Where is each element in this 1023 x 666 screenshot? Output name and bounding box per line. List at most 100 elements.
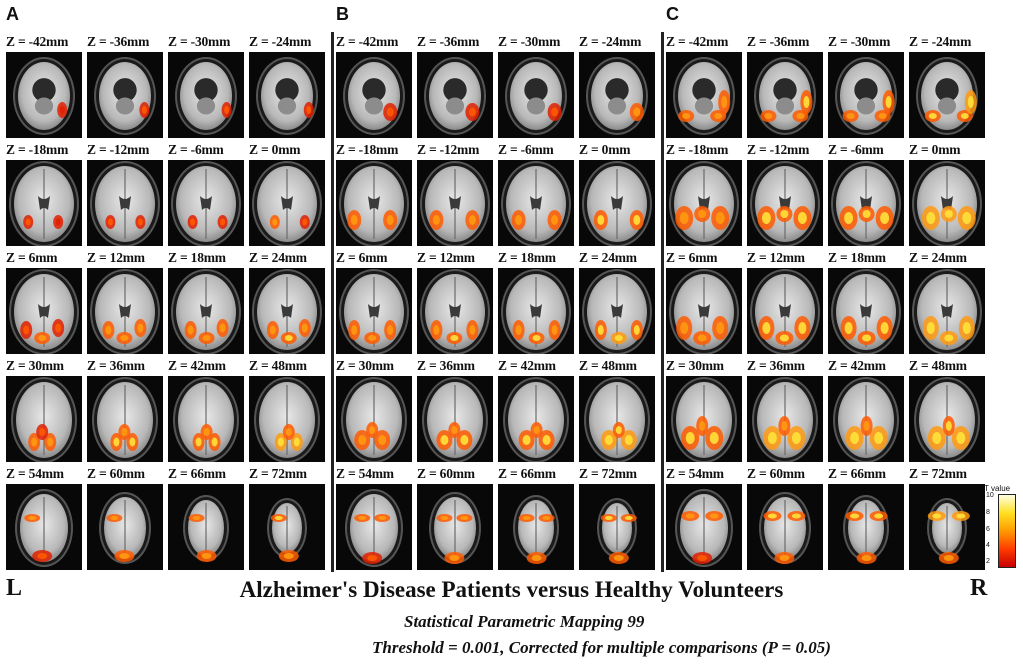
- colorbar-tick: 2: [986, 558, 990, 565]
- slice-z-label: Z = -18mm: [336, 142, 399, 157]
- slice-z-label: Z = 60mm: [747, 466, 805, 481]
- axial-slice: Z = -24mm: [249, 32, 325, 140]
- brain-slice-image: [249, 160, 325, 246]
- brain-slice-image: [168, 268, 244, 354]
- slice-grid: Z = -42mm Z = -36mm Z = -30mm Z = -24mm Z = …: [6, 32, 325, 572]
- slice-z-label: Z = 36mm: [747, 358, 805, 373]
- axial-slice: Z = 18mm: [498, 248, 574, 356]
- axial-slice: Z = -12mm: [417, 140, 493, 248]
- axial-slice: Z = -18mm: [666, 140, 742, 248]
- colorbar-tick: 8: [986, 509, 990, 516]
- brain-slice-image: [747, 268, 823, 354]
- axial-slice: Z = -36mm: [417, 32, 493, 140]
- slice-z-label: Z = 12mm: [87, 250, 145, 265]
- axial-slice: Z = 0mm: [249, 140, 325, 248]
- slice-z-label: Z = 6mm: [666, 250, 718, 265]
- axial-slice: Z = 0mm: [579, 140, 655, 248]
- axial-slice: Z = 72mm: [579, 464, 655, 572]
- slice-z-label: Z = -42mm: [6, 34, 69, 49]
- brain-slice-image: [828, 52, 904, 138]
- brain-slice-image: [909, 52, 985, 138]
- brain-slice-image: [417, 268, 493, 354]
- slice-z-label: Z = -36mm: [417, 34, 480, 49]
- axial-slice: Z = -6mm: [828, 140, 904, 248]
- brain-slice-image: [498, 160, 574, 246]
- axial-slice: Z = 0mm: [909, 140, 985, 248]
- slice-z-label: Z = 72mm: [579, 466, 637, 481]
- slice-z-label: Z = 54mm: [336, 466, 394, 481]
- panel-letter: A: [6, 4, 19, 24]
- brain-slice-image: [249, 484, 325, 570]
- brain-slice-image: [909, 268, 985, 354]
- brain-slice-image: [909, 376, 985, 462]
- slice-z-label: Z = 66mm: [498, 466, 556, 481]
- axial-slice: Z = 60mm: [747, 464, 823, 572]
- colorbar-gradient: [998, 494, 1016, 568]
- brain-slice-image: [168, 484, 244, 570]
- brain-slice-image: [828, 160, 904, 246]
- slice-z-label: Z = -24mm: [909, 34, 972, 49]
- axial-slice: Z = 36mm: [747, 356, 823, 464]
- brain-slice-image: [168, 376, 244, 462]
- slice-z-label: Z = 48mm: [579, 358, 637, 373]
- panel-divider: [331, 32, 334, 572]
- slice-z-label: Z = -42mm: [666, 34, 729, 49]
- axial-slice: Z = 54mm: [666, 464, 742, 572]
- axial-slice: Z = 6mm: [336, 248, 412, 356]
- slice-grid: Z = -42mm Z = -36mm Z = -30mm Z = -24mm Z = …: [336, 32, 655, 572]
- colorbar-tick: 4: [986, 542, 990, 549]
- slice-z-label: Z = 12mm: [747, 250, 805, 265]
- brain-slice-image: [666, 268, 742, 354]
- brain-slice-image: [579, 268, 655, 354]
- slice-z-label: Z = 18mm: [498, 250, 556, 265]
- slice-z-label: Z = 24mm: [909, 250, 967, 265]
- slice-z-label: Z = -18mm: [6, 142, 69, 157]
- panel-divider: [661, 32, 664, 572]
- brain-slice-image: [828, 376, 904, 462]
- brain-slice-image: [87, 160, 163, 246]
- axial-slice: Z = -42mm: [336, 32, 412, 140]
- brain-slice-image: [6, 484, 82, 570]
- brain-slice-image: [747, 484, 823, 570]
- brain-slice-image: [666, 376, 742, 462]
- slice-z-label: Z = 18mm: [828, 250, 886, 265]
- axial-slice: Z = 18mm: [168, 248, 244, 356]
- axial-slice: Z = 66mm: [498, 464, 574, 572]
- axial-slice: Z = -42mm: [666, 32, 742, 140]
- axial-slice: Z = 12mm: [87, 248, 163, 356]
- axial-slice: Z = -24mm: [579, 32, 655, 140]
- axial-slice: Z = 12mm: [747, 248, 823, 356]
- brain-slice-image: [87, 376, 163, 462]
- figure-title: Alzheimer's Disease Patients versus Heal…: [239, 577, 784, 602]
- slice-z-label: Z = 66mm: [168, 466, 226, 481]
- brain-slice-image: [87, 268, 163, 354]
- slice-z-label: Z = 0mm: [579, 142, 631, 157]
- brain-slice-image: [747, 376, 823, 462]
- slice-z-label: Z = -6mm: [498, 142, 554, 157]
- slice-z-label: Z = -12mm: [747, 142, 810, 157]
- brain-slice-image: [417, 160, 493, 246]
- axial-slice: Z = 36mm: [417, 356, 493, 464]
- axial-slice: Z = 24mm: [249, 248, 325, 356]
- axial-slice: Z = 72mm: [909, 464, 985, 572]
- axial-slice: Z = -30mm: [828, 32, 904, 140]
- brain-slice-image: [498, 484, 574, 570]
- brain-slice-image: [87, 52, 163, 138]
- threshold-note: Threshold = 0.001, Corrected for multipl…: [372, 638, 831, 657]
- slice-z-label: Z = -30mm: [168, 34, 231, 49]
- slice-z-label: Z = 48mm: [909, 358, 967, 373]
- axial-slice: Z = 6mm: [666, 248, 742, 356]
- axial-slice: Z = -36mm: [87, 32, 163, 140]
- axial-slice: Z = 72mm: [249, 464, 325, 572]
- slice-z-label: Z = 30mm: [336, 358, 394, 373]
- brain-slice-image: [168, 160, 244, 246]
- slice-grid: Z = -42mm Z = -36mm Z = -30mm Z = -24mm Z = …: [666, 32, 985, 572]
- slice-z-label: Z = -6mm: [168, 142, 224, 157]
- brain-slice-image: [336, 160, 412, 246]
- brain-slice-image: [666, 484, 742, 570]
- slice-z-label: Z = -6mm: [828, 142, 884, 157]
- panel-letter: C: [666, 4, 679, 24]
